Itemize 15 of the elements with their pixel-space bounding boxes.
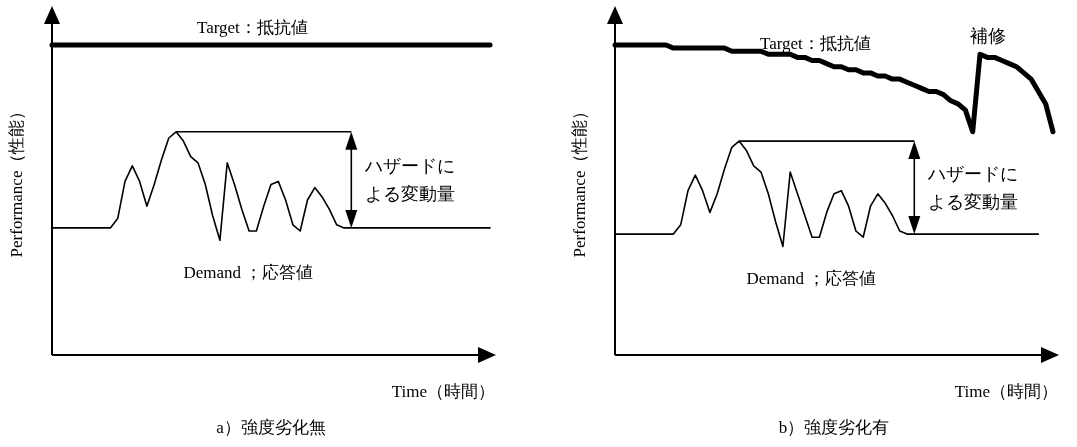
annotation: ハザードに <box>927 163 1019 184</box>
annotation: よる変動量 <box>928 191 1019 212</box>
annotation: ハザードに <box>364 155 456 176</box>
annotation: よる変動量 <box>365 183 456 204</box>
x-axis-title: Time（時間） <box>391 382 495 401</box>
x-axis-title: Time（時間） <box>954 382 1058 401</box>
series-label: Target：抵抗値 <box>759 33 871 53</box>
y-axis-title: Performance（性能） <box>570 102 589 258</box>
y-axis-title: Performance（性能） <box>7 102 26 258</box>
text: a）強度劣化無 <box>216 418 326 437</box>
text: Demand ；応答値 <box>746 269 877 289</box>
text: Demand ；応答値 <box>183 262 314 282</box>
text: b）強度劣化有 <box>778 418 890 437</box>
series-label: Target：抵抗値 <box>196 18 308 37</box>
annotation: 補修 <box>970 26 1006 47</box>
